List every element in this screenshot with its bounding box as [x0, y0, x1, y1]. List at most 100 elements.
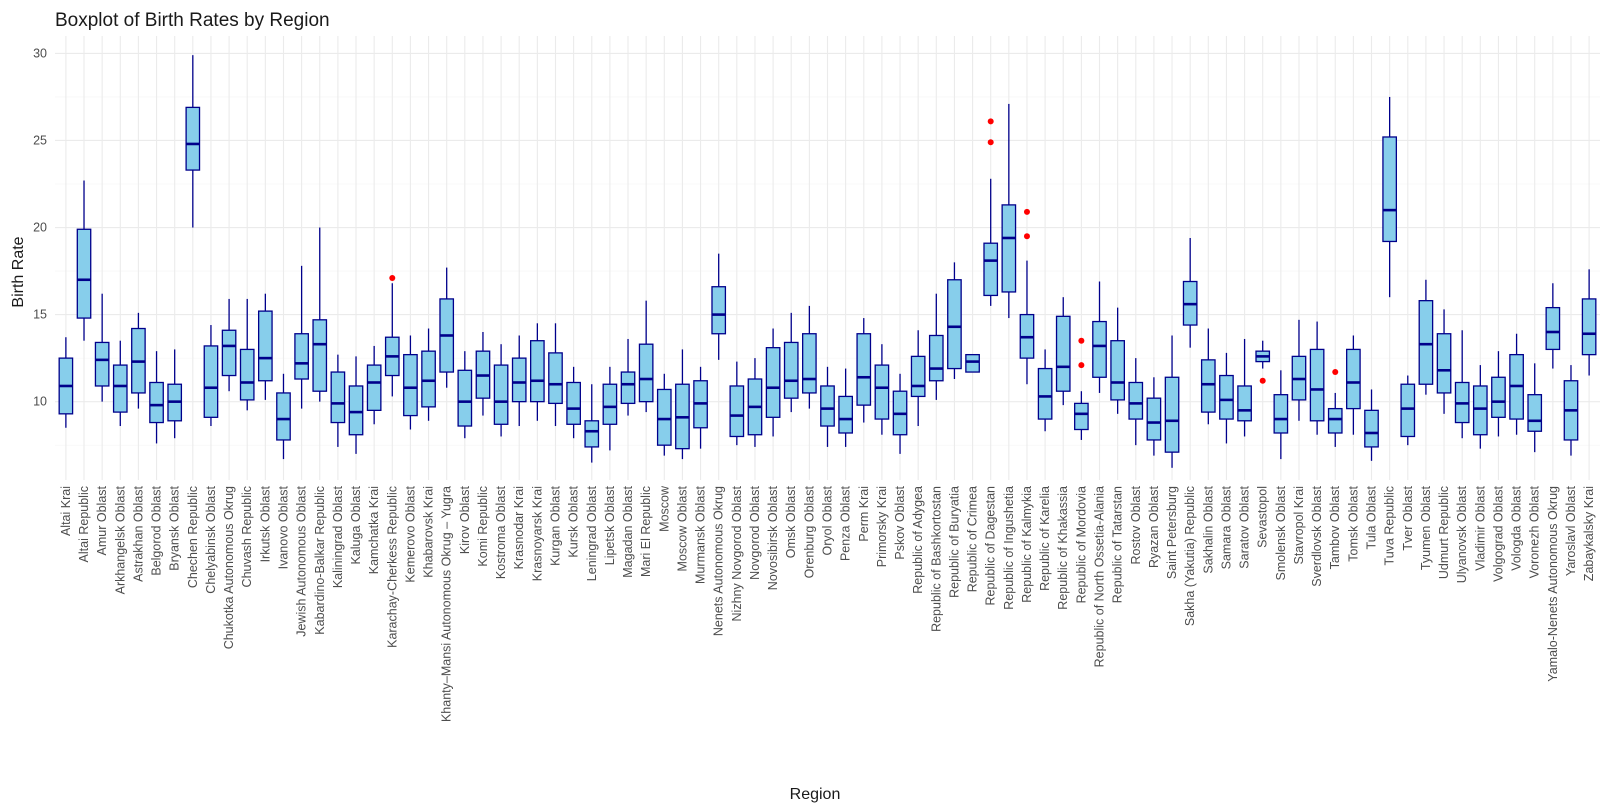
box-iqr	[620, 371, 636, 405]
box-30	[602, 366, 618, 451]
box-73	[1382, 96, 1398, 298]
box-45	[874, 344, 890, 435]
box-11	[257, 293, 273, 400]
box-iqr	[765, 347, 781, 418]
box-28	[566, 366, 581, 439]
x-tick-label: Ivanovo Oblast	[276, 485, 290, 569]
box-iqr	[1327, 407, 1343, 434]
x-tick-label: Tambov Oblast	[1328, 485, 1342, 569]
x-tick-label: Tver Oblast	[1401, 485, 1415, 550]
box-31	[620, 338, 636, 416]
x-tick-label: Astrakhan Oblast	[131, 485, 145, 581]
x-tick-label: Krasnoyarsk Krai	[530, 486, 544, 581]
x-tick-label: Republic of Khakassia	[1056, 486, 1070, 610]
box-iqr	[366, 364, 382, 412]
x-tick-label: Altai Republic	[77, 486, 91, 562]
box-iqr	[947, 279, 962, 370]
box-53	[1019, 208, 1035, 385]
box-iqr	[330, 371, 346, 424]
box-iqr	[838, 395, 853, 434]
x-tick-label: Republic of Bashkortostan	[929, 486, 943, 632]
box-iqr	[1364, 409, 1379, 448]
box-52	[1001, 103, 1017, 319]
box-55	[1055, 297, 1071, 406]
x-tick-label: Orenburg Oblast	[802, 485, 816, 578]
box-iqr	[221, 329, 237, 377]
x-tick-label: Republic of Mordovia	[1074, 486, 1088, 603]
box-iqr	[529, 340, 545, 403]
x-tick-label: Lipetsk Oblast	[603, 485, 617, 565]
box-80	[1509, 333, 1524, 435]
box-iqr	[729, 385, 745, 438]
box-57	[1092, 281, 1107, 393]
box-iqr	[1472, 385, 1488, 436]
box-15	[330, 354, 346, 447]
box-iqr	[1037, 367, 1053, 420]
y-axis: 10 15 20 25 30	[33, 46, 47, 408]
x-tick-label: Novosibirsk Oblast	[766, 485, 780, 590]
x-axis-title: Region	[790, 786, 841, 803]
box-18	[384, 275, 400, 397]
x-tick-label: Khabarovsk Krai	[422, 486, 436, 578]
outlier-point	[1023, 233, 1030, 240]
y-tick-label: 25	[33, 133, 47, 147]
box-iqr	[1418, 300, 1434, 385]
x-tick-label: Yamalo-Nenets Autonomous Okrug	[1546, 486, 1560, 682]
outlier-point	[389, 275, 396, 282]
box-44	[856, 318, 872, 423]
box-37	[729, 361, 745, 446]
x-tick-label: Khanty–Mansi Autonomous Okrug – Yugra	[440, 486, 454, 722]
box-iqr	[1346, 348, 1361, 410]
y-tick-label: 30	[33, 46, 47, 60]
box-13	[294, 265, 309, 409]
x-tick-label: Primorsky Krai	[875, 486, 889, 567]
x-tick-label: Leningrad Oblast	[585, 485, 599, 581]
x-tick-label: Murmansk Oblast	[694, 485, 708, 583]
x-tick-label: Krasnodar Krai	[512, 486, 526, 569]
box-iqr	[149, 381, 164, 424]
x-tick-label: Moscow Oblast	[675, 485, 689, 571]
box-84	[1581, 269, 1597, 376]
outlier-point	[1259, 377, 1266, 384]
box-32	[638, 300, 654, 413]
x-tick-label: Chechen Republic	[186, 486, 200, 588]
box-5	[149, 351, 164, 444]
box-4	[131, 312, 146, 409]
box-10	[239, 298, 255, 411]
box-21	[439, 267, 455, 388]
x-tick-label: Republic of Adygea	[911, 486, 925, 594]
box-iqr	[1527, 394, 1543, 432]
box-23	[475, 332, 491, 416]
box-iqr	[294, 333, 309, 380]
outlier-point	[1078, 362, 1085, 369]
box-83	[1563, 365, 1579, 456]
box-iqr	[312, 319, 328, 392]
x-tick-label: Samara Oblast	[1219, 485, 1233, 569]
box-70	[1327, 369, 1343, 447]
x-tick-label: Saratov Oblast	[1238, 485, 1252, 568]
box-48	[928, 293, 944, 400]
box-16	[348, 356, 364, 454]
box-64	[1219, 352, 1234, 444]
x-tick-label: Moscow	[657, 485, 671, 532]
box-iqr	[656, 388, 672, 446]
box-39	[765, 328, 781, 437]
box-iqr	[566, 381, 581, 425]
x-tick-label: Jewish Autonomous Oblast	[295, 485, 309, 636]
box-7	[185, 55, 201, 228]
x-tick-label: Sakhalin Oblast	[1201, 485, 1215, 573]
box-82	[1545, 283, 1561, 369]
x-tick-label: Yaroslavl Oblast	[1564, 485, 1578, 576]
x-tick-label: Republic of Kalmykia	[1020, 486, 1034, 603]
box-71	[1346, 335, 1361, 435]
box-iqr	[1491, 376, 1506, 418]
x-tick-label: Voronezh Oblast	[1528, 485, 1542, 578]
box-36	[711, 253, 727, 360]
box-iqr	[493, 364, 509, 425]
box-12	[276, 373, 291, 460]
box-33	[656, 373, 672, 456]
x-tick-label: Udmurt Republic	[1437, 486, 1451, 579]
box-8	[203, 325, 219, 427]
box-9	[221, 298, 237, 392]
x-tick-label: Volgograd Oblast	[1491, 485, 1505, 581]
